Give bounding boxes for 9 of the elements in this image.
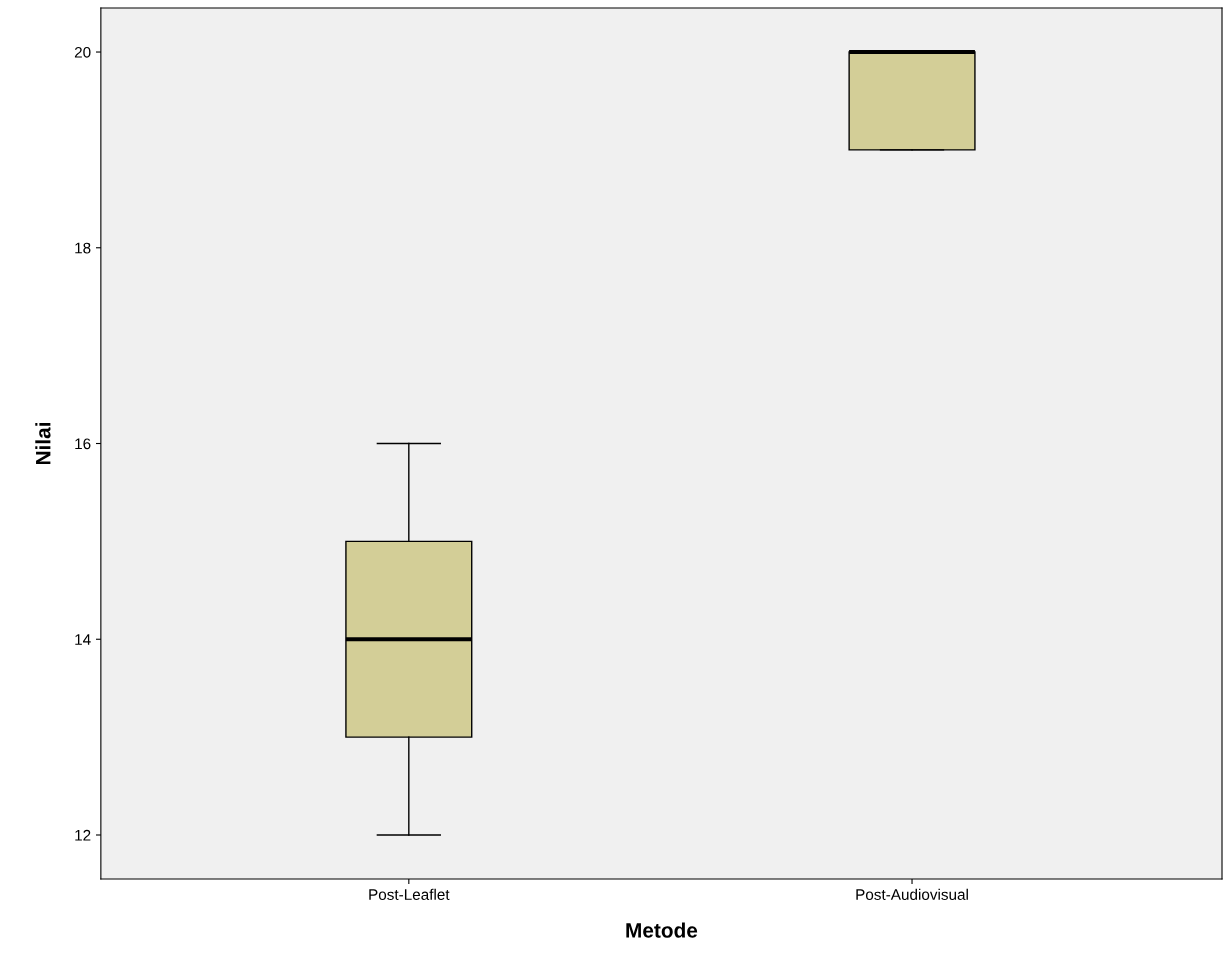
y-tick-label: 16 <box>75 438 91 450</box>
x-axis-title: Metode <box>626 922 698 938</box>
x-tick-label: Post-Leaflet <box>369 888 450 900</box>
y-axis-title: Nilai <box>35 422 51 465</box>
y-tick-label: 12 <box>75 829 91 841</box>
y-tick-label: 18 <box>75 242 91 254</box>
y-tick-label: 20 <box>74 46 91 58</box>
y-tick-label: 14 <box>75 634 91 645</box>
x-tick-label: Post-Audiovisual <box>856 888 968 900</box>
